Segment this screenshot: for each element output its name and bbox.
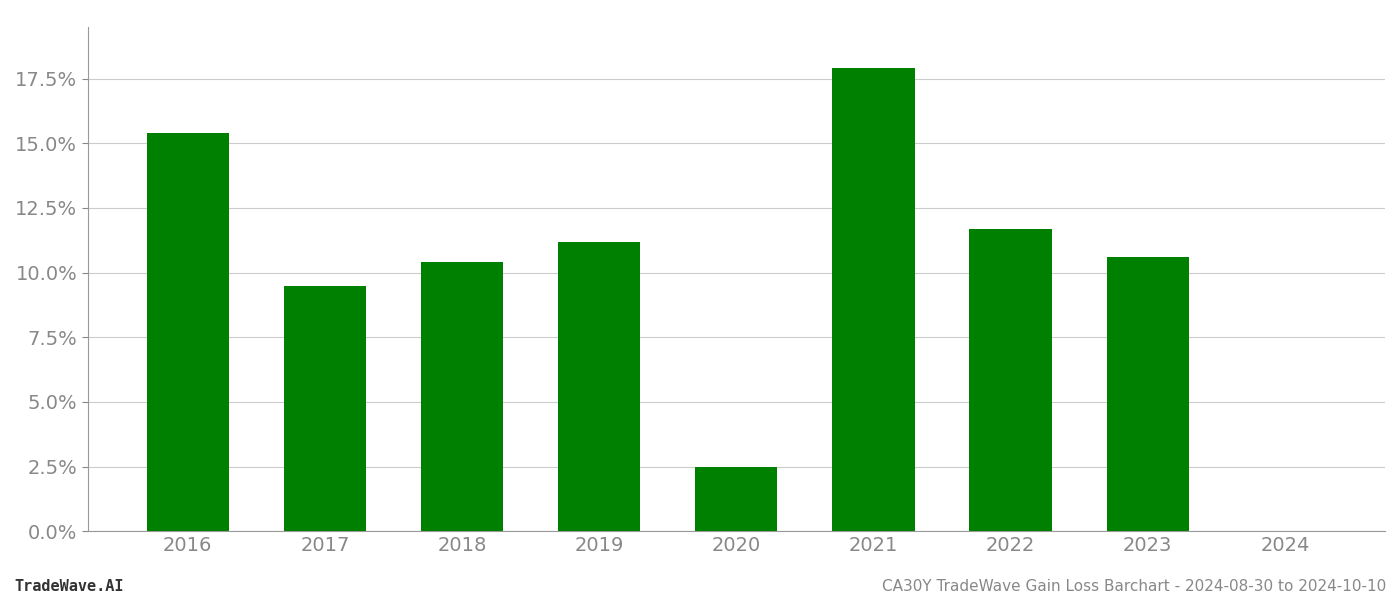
Text: TradeWave.AI: TradeWave.AI [14,579,123,594]
Bar [832,68,914,531]
Bar [147,133,228,531]
Bar [559,242,640,531]
Bar [421,262,503,531]
Bar [1106,257,1189,531]
Bar [284,286,365,531]
Bar [969,229,1051,531]
Text: CA30Y TradeWave Gain Loss Barchart - 2024-08-30 to 2024-10-10: CA30Y TradeWave Gain Loss Barchart - 202… [882,579,1386,594]
Bar [696,467,777,531]
